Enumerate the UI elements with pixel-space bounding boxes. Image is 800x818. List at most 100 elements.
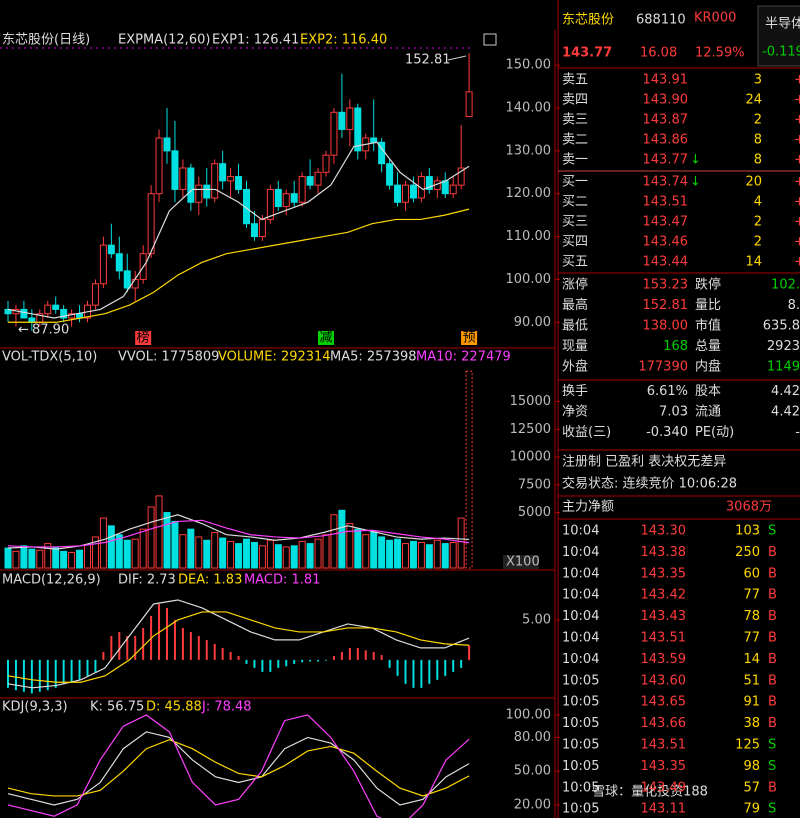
stat-label: 最低	[562, 319, 588, 334]
panel-title: VOL-TDX(5,10)	[2, 350, 97, 365]
volume-bar	[386, 539, 394, 569]
trade-side: S	[768, 802, 776, 817]
d-line	[7, 739, 470, 797]
indicator-value: VOLUME: 292314	[218, 350, 331, 365]
book-label: 卖三	[562, 113, 588, 128]
y-tick-label: 10000	[510, 450, 551, 465]
volume-bar	[394, 538, 402, 569]
candle-body	[115, 253, 123, 272]
stat-value: 7.03	[659, 405, 688, 420]
event-marker: 预	[463, 331, 476, 346]
window-button[interactable]	[483, 33, 497, 46]
trade-time: 10:04	[562, 545, 599, 560]
volume-bar	[457, 517, 465, 569]
stat-value: 4.42	[771, 405, 800, 420]
volume-bar	[227, 540, 235, 569]
stat-label: 跌停	[695, 277, 721, 293]
volume-bar	[179, 534, 187, 569]
candle-body	[298, 176, 306, 203]
dea-line	[7, 611, 470, 683]
volume-bar	[298, 540, 306, 569]
book-label: 买五	[562, 255, 588, 270]
stat-value: -	[795, 425, 800, 440]
trade-volume: 77	[743, 631, 760, 646]
y-tick-label: 140.00	[506, 101, 552, 116]
volume-bar	[171, 520, 179, 569]
candle-body	[370, 137, 378, 143]
chart-title: 东芯股份(日线)	[2, 33, 90, 48]
volume-bar	[274, 544, 282, 569]
stat-label: 涨停	[562, 277, 588, 293]
candle-body	[60, 308, 68, 319]
volume-bar	[370, 532, 378, 569]
book-volume: 20	[745, 175, 762, 190]
trade-time: 10:05	[562, 716, 599, 731]
down-arrow: ↓	[690, 175, 701, 190]
stat-label: 最高	[562, 297, 588, 313]
candle-body	[187, 167, 195, 203]
trade-side: B	[768, 780, 777, 795]
trade-price: 143.11	[641, 802, 687, 817]
volume-bar	[187, 528, 195, 569]
trade-price: 143.42	[641, 588, 687, 603]
stat-label: PE(动)	[695, 425, 734, 440]
volume-bar	[330, 514, 338, 569]
book-volume: 2	[754, 235, 762, 250]
stat-label: 现量	[562, 339, 588, 354]
volume-bar	[123, 539, 131, 569]
trade-price: 143.35	[641, 759, 687, 774]
candle-body	[179, 167, 187, 190]
candle-body	[258, 218, 266, 238]
volume-bar	[250, 541, 258, 569]
book-flag: +	[794, 235, 800, 250]
unit-label: X100	[506, 555, 540, 570]
indicator-value: MA10: 227479	[416, 350, 511, 365]
event-marker-box	[135, 331, 152, 345]
trade-volume: 51	[743, 673, 760, 688]
volume-bar	[44, 543, 52, 569]
y-tick-label: 12500	[510, 422, 551, 437]
book-flag: +	[794, 195, 800, 210]
candle-body	[163, 137, 171, 152]
trade-price: 143.51	[641, 631, 687, 646]
volume-bar	[195, 536, 203, 569]
y-tick-label: 100.00	[506, 272, 552, 287]
volume-bar	[402, 543, 409, 569]
high-annotation: 152.81	[405, 53, 451, 68]
stat-value: 635.8	[763, 319, 800, 334]
book-flag: +	[794, 113, 800, 128]
stock-tags: 注册制 已盈利 表决权无差异	[562, 454, 726, 470]
low-annotation: 87.90	[32, 323, 69, 338]
candle-body	[235, 176, 243, 190]
trade-time: 10:04	[562, 652, 599, 667]
stat-label: 总量	[695, 339, 721, 354]
trade-price: 143.43	[641, 609, 687, 624]
stat-value: 102.	[771, 278, 800, 293]
volume-bar	[282, 546, 290, 569]
candle-body	[338, 111, 346, 130]
exp1-line	[7, 141, 470, 319]
volume-bar	[60, 550, 68, 569]
panel-title: KDJ(9,3,3)	[2, 700, 68, 715]
stat-value: 1149	[767, 360, 800, 375]
book-price: 143.91	[643, 73, 689, 88]
volume-bar	[211, 532, 219, 569]
y-tick-label: 15000	[510, 394, 551, 409]
sector-box	[757, 5, 800, 67]
stat-label: 流通	[695, 405, 721, 420]
y-tick-label: 110.00	[506, 229, 552, 244]
y-tick-label: 150.00	[506, 58, 552, 73]
stat-label: 市值	[695, 318, 721, 334]
stat-label: 内盘	[695, 359, 721, 375]
y-tick-label: 50.00	[514, 764, 551, 779]
y-tick-label: 5.00	[522, 612, 551, 627]
indicator-value: D: 45.88	[146, 700, 202, 715]
volume-bar	[76, 549, 84, 569]
sector-change: -0.119	[762, 45, 800, 60]
trade-volume: 250	[735, 545, 760, 560]
main-net-value: 3068万	[726, 500, 772, 515]
volume-bar	[12, 550, 20, 569]
volume-bar	[362, 534, 370, 569]
